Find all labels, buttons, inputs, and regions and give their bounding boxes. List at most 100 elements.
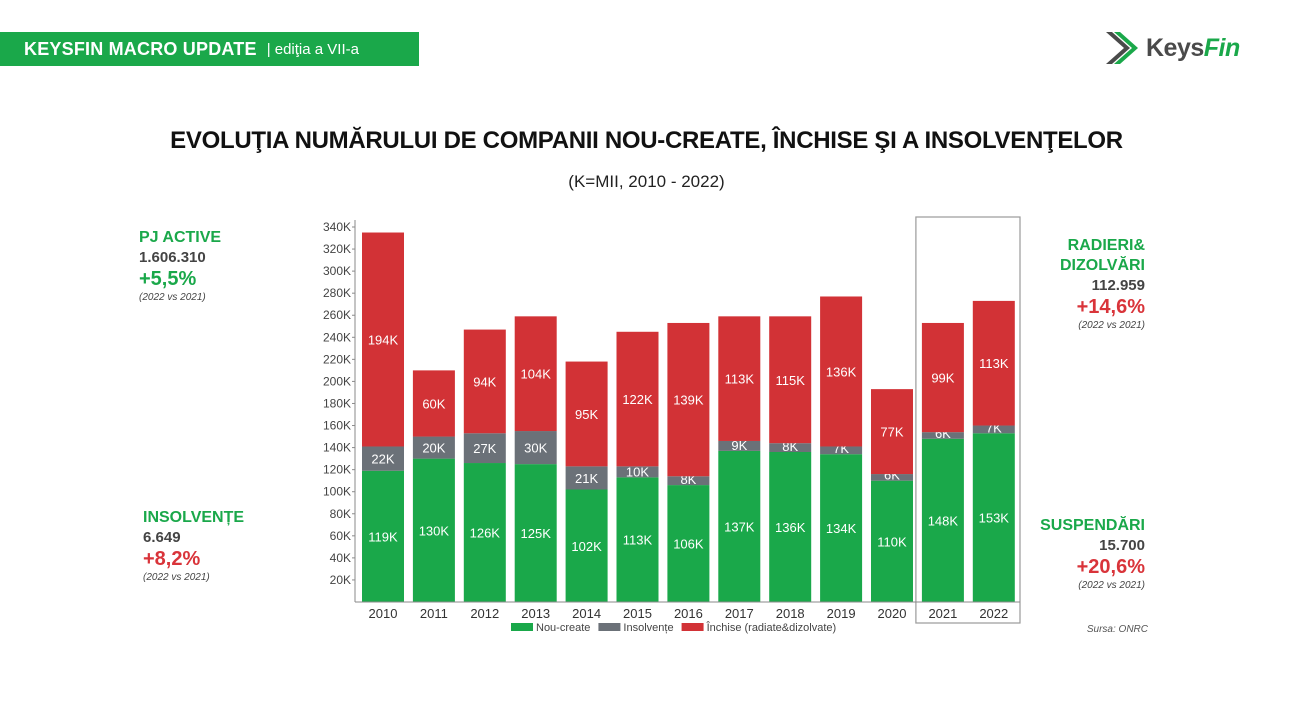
x-tick-label: 2015	[623, 606, 652, 621]
legend-swatch	[511, 623, 533, 631]
stat-suspendari: SUSPENDĂRI 15.700 +20,6% (2022 vs 2021)	[1010, 516, 1145, 593]
bar-segment	[565, 489, 608, 602]
legend-label: Închise (radiate&dizolvate)	[706, 621, 837, 634]
stat-value: 6.649	[143, 529, 181, 546]
y-tick-label: 20K	[330, 573, 351, 587]
bar-value-label: 104K	[521, 367, 552, 382]
x-tick-label: 2011	[420, 606, 448, 621]
bar-segment	[514, 316, 557, 432]
bar-segment	[871, 474, 913, 481]
bar-value-label: 102K	[571, 539, 602, 554]
bar-segment	[921, 432, 964, 439]
bar-value-label: 126K	[470, 526, 501, 541]
bar-value-label: 137K	[724, 519, 755, 534]
x-tick-label: 2012	[470, 606, 499, 621]
y-tick-label: 140K	[323, 441, 351, 455]
stat-value: 112.959	[1091, 277, 1145, 294]
bar-segment	[820, 446, 863, 455]
bar-segment	[921, 322, 964, 433]
bar-value-label: 136K	[775, 520, 806, 535]
stacked-bar-chart: 20K 40K 60K 80K 100K 120K 140K 160K 180K 200K 220K…	[323, 216, 1021, 634]
y-tick-label: 80K	[330, 507, 351, 521]
bar-segment	[921, 438, 964, 602]
bar-segment	[362, 470, 404, 602]
stat-value: 15.700	[1099, 537, 1145, 554]
bar-segment	[616, 331, 659, 467]
bar-value-label: 113K	[725, 372, 755, 387]
bar-segment	[514, 464, 557, 602]
bar-segment	[412, 370, 455, 437]
stat-change: +14,6%	[1076, 296, 1145, 318]
logo-text-keys: Keys	[1146, 33, 1204, 62]
bar-value-label: 10K	[626, 464, 649, 479]
bar-value-label: 130K	[419, 523, 450, 538]
bar-segment	[362, 446, 404, 471]
y-tick-label: 220K	[323, 352, 351, 366]
bar-value-label: 125K	[521, 526, 552, 541]
y-tick-label: 280K	[323, 286, 351, 300]
y-tick-label: 320K	[323, 242, 351, 256]
bar-segment	[565, 361, 608, 467]
header-banner: KEYSFIN MACRO UPDATE | ediţia a VII-a	[0, 32, 419, 66]
bar-segment	[362, 232, 404, 447]
bar-value-label: 22K	[371, 452, 394, 467]
bar-segment	[412, 458, 455, 602]
bar-value-label: 153K	[979, 511, 1010, 526]
bar-segment	[820, 454, 863, 602]
bar-value-label: 115K	[775, 373, 805, 388]
chevron-logo-icon	[1106, 32, 1138, 64]
legend-label: Nou-create	[536, 622, 590, 634]
logo-text-fin: Fin	[1203, 33, 1241, 62]
stat-label-line2: DIZOLVĂRI	[1059, 257, 1145, 274]
y-tick-label: 40K	[330, 551, 351, 565]
bar-value-label: 99K	[931, 371, 954, 386]
legend-label: Insolvențe	[623, 622, 673, 634]
y-tick-label: 100K	[323, 485, 351, 499]
x-tick-label: 2017	[725, 606, 754, 621]
stat-label: INSOLVENȚE	[143, 509, 245, 526]
bar-segment	[667, 322, 710, 477]
bar-segment	[871, 480, 913, 602]
bar-segment	[718, 450, 761, 602]
bar-segment	[769, 452, 812, 602]
bar-segment	[514, 431, 557, 465]
x-tick-label: 2020	[878, 606, 907, 621]
bar-value-label: 122K	[622, 392, 653, 407]
bar-segment	[667, 476, 710, 486]
x-tick-label: 2016	[674, 606, 703, 621]
bar-segment	[972, 425, 1015, 434]
chart-title: EVOLUŢIA NUMĂRULUI DE COMPANII NOU-CREAT…	[170, 127, 1123, 154]
x-tick-label: 2019	[827, 606, 856, 621]
bar-value-label: 20K	[422, 441, 445, 456]
bar-value-label: 113K	[623, 533, 653, 548]
stat-label: SUSPENDĂRI	[1040, 517, 1145, 534]
bar-segment	[769, 316, 812, 444]
stat-value: 1.606.310	[139, 249, 206, 266]
x-tick-label: 2021	[928, 606, 957, 621]
stat-label-line1: RADIERI&	[1067, 237, 1145, 254]
bar-segment	[718, 440, 761, 451]
y-tick-label: 60K	[330, 529, 351, 543]
bar-value-label: 136K	[826, 364, 857, 379]
bar-value-label: 95K	[575, 407, 598, 422]
bar-segment	[972, 300, 1015, 426]
stat-radieri: RADIERI& DIZOLVĂRI 112.959 +14,6% (2022 …	[1020, 236, 1145, 333]
bar-segment	[667, 485, 710, 602]
stat-comparison: (2022 vs 2021)	[139, 292, 206, 303]
bar-value-label: 94K	[473, 374, 496, 389]
bar-segment	[616, 477, 659, 602]
y-tick-label: 200K	[323, 374, 351, 388]
y-tick-label: 300K	[323, 264, 351, 278]
bar-value-label: 194K	[368, 333, 399, 348]
banner-title: KEYSFIN MACRO UPDATE	[24, 38, 257, 59]
bar-value-label: 110K	[877, 534, 907, 549]
source-note: Sursa: ONRC	[1086, 624, 1148, 635]
bar-value-label: 30K	[524, 441, 547, 456]
bar-segment	[871, 389, 913, 475]
banner-subtitle: | ediţia a VII-a	[266, 40, 359, 58]
bar-segment	[769, 443, 812, 452]
bar-segment	[820, 296, 863, 447]
x-tick-label: 2022	[979, 606, 1008, 621]
stat-comparison: (2022 vs 2021)	[1078, 580, 1145, 591]
bar-segment	[616, 466, 659, 478]
